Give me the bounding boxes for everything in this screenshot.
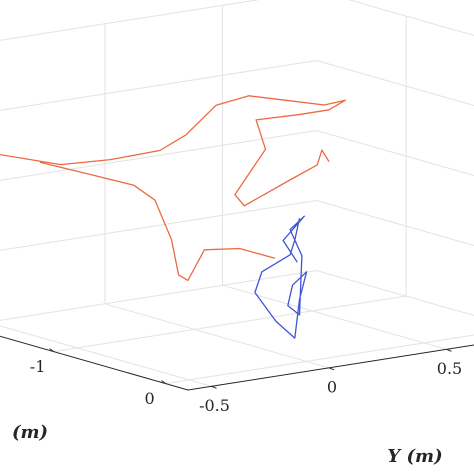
wall-grid-line: [316, 200, 474, 247]
floor-grid-line: [0, 325, 212, 387]
y-tick-label: 0: [327, 377, 337, 396]
wall-grid-line: [0, 0, 260, 41]
wall-grid-line: [0, 60, 317, 111]
x-tick: [161, 380, 166, 385]
y-tick-label: 0.5: [437, 359, 462, 378]
x-axis-line: [0, 335, 189, 391]
wall-grid-line: [316, 60, 474, 107]
x-tick-label: 0: [145, 389, 155, 408]
wall-grid-line: [0, 270, 317, 321]
floor-grid-line: [165, 334, 474, 385]
y-tick: [328, 367, 335, 371]
x-tick: [49, 348, 54, 353]
y-tick: [211, 385, 217, 389]
trajectory: [0, 95, 347, 282]
y-tick-label: -0.5: [199, 396, 230, 415]
wall-grid-line: [316, 270, 474, 317]
wall-grid-line: [0, 130, 317, 181]
x-axis-label: (m): [12, 422, 48, 443]
y-axis-line: [187, 344, 474, 391]
floor-grid-line: [222, 284, 447, 350]
wall-grid-line: [347, 0, 474, 37]
y-tick: [446, 348, 452, 352]
floor-grid-line: [53, 295, 407, 353]
y-axis-label: Y (m): [387, 446, 442, 467]
trajectory: [254, 215, 308, 339]
x-tick-label: -1: [30, 357, 46, 376]
wall-grid-line: [0, 200, 317, 251]
floor-grid-line: [104, 303, 330, 369]
wall-grid-line: [316, 130, 474, 177]
